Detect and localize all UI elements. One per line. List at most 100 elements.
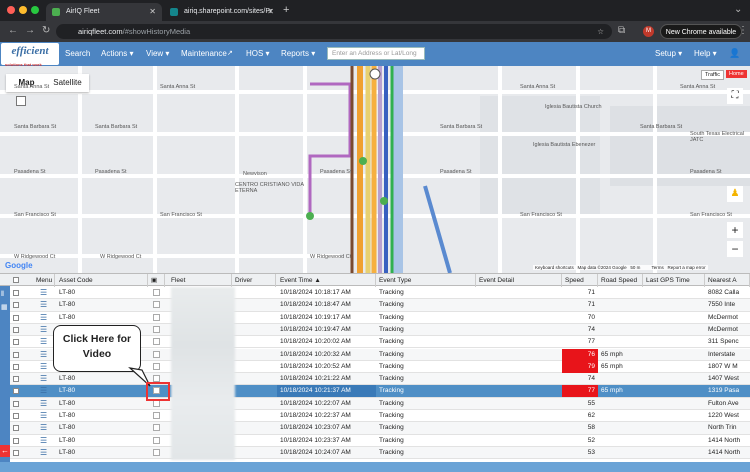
table-row[interactable]: ☰ LT-80 10/18/2024 10:22:37 AM Tracking 62 12… — [10, 410, 750, 423]
col-road-speed[interactable]: Road Speed — [598, 274, 643, 287]
col-event-time[interactable]: Event Time ▲ — [277, 274, 376, 287]
grid-icon[interactable]: ▦ — [1, 304, 8, 311]
menu-actions[interactable]: Actions ▾ — [101, 49, 134, 58]
new-tab-icon[interactable]: + — [283, 4, 290, 16]
video-icon[interactable] — [153, 412, 160, 419]
pegman-icon[interactable]: ♟ — [727, 186, 743, 202]
row-menu-icon[interactable]: ☰ — [40, 361, 48, 371]
close-tab-icon[interactable]: ✕ — [149, 7, 156, 16]
zoom-out-button[interactable]: − — [727, 241, 743, 257]
close-tab-icon[interactable]: ✕ — [267, 7, 274, 16]
select-all-checkbox[interactable] — [13, 277, 19, 283]
video-icon[interactable] — [153, 362, 160, 370]
menu-search[interactable]: Search — [65, 49, 91, 58]
video-icon[interactable] — [153, 338, 160, 346]
tab-search-icon[interactable]: ⌄ — [734, 4, 743, 15]
row-checkbox[interactable] — [13, 413, 19, 419]
table-row[interactable]: ☰ LT-80 10/18/2024 10:23:07 AM Tracking 58 No… — [10, 422, 750, 435]
address-search-input[interactable]: Enter an Address or Lat/Long — [327, 47, 425, 60]
video-icon[interactable] — [153, 325, 160, 333]
tab-airiq-fleet[interactable]: AirIQ Fleet ✕ — [46, 3, 162, 21]
col-menu[interactable]: Menu — [33, 274, 55, 287]
table-row[interactable]: ☰ LT-80 10/18/2024 10:18:17 AM Tracking 71 80… — [10, 287, 750, 300]
close-window-icon[interactable] — [7, 6, 15, 14]
row-menu-icon[interactable]: ☰ — [40, 288, 48, 297]
row-checkbox[interactable] — [13, 302, 19, 309]
columns-icon[interactable]: ⫴ — [1, 291, 4, 298]
bookmark-star-icon[interactable]: ☆ — [597, 27, 604, 36]
menu-hos[interactable]: HOS ▾ — [246, 49, 270, 58]
table-row[interactable]: ☰ LT-80 10/18/2024 10:22:07 AM Tracking 55 Fu… — [10, 397, 750, 410]
row-checkbox[interactable] — [13, 437, 19, 444]
table-row[interactable]: ☰ LT-80 10/18/2024 10:19:17 AM Tracking 70 Mc… — [10, 312, 750, 324]
row-menu-icon[interactable]: ☰ — [40, 337, 48, 347]
video-icon[interactable] — [153, 301, 160, 309]
row-checkbox[interactable] — [13, 400, 19, 407]
col-last-gps-time[interactable]: Last GPS Time — [643, 274, 705, 287]
table-row[interactable]: ☰ LT-80 10/18/2024 10:23:37 AM Tracking 52 14… — [10, 435, 750, 447]
menu-view[interactable]: View ▾ — [146, 49, 170, 58]
table-row[interactable]: ☰ LT-80 10/18/2024 10:24:07 AM Tracking 53 14… — [10, 446, 750, 460]
map-view[interactable]: Map Satellite Santa Anna St Santa Anna St… — [0, 66, 750, 273]
collapse-arrow-icon[interactable]: ← — [0, 445, 10, 457]
row-menu-icon[interactable]: ☰ — [40, 349, 48, 359]
video-icon[interactable] — [153, 375, 160, 383]
col-video[interactable]: ▣ — [148, 274, 165, 287]
video-icon[interactable] — [153, 448, 160, 456]
row-checkbox[interactable] — [13, 449, 19, 456]
extensions-icon[interactable]: ⧉ — [618, 25, 626, 36]
col-event-type[interactable]: Event Type — [376, 274, 476, 287]
new-chrome-available-button[interactable]: New Chrome available — [660, 24, 742, 39]
bottom-scrollbar[interactable] — [0, 462, 750, 472]
row-menu-icon[interactable]: ☰ — [40, 447, 48, 457]
tab-sharepoint[interactable]: airiq.sharepoint.com/sites/Pr ✕ — [164, 3, 280, 21]
menu-maintenance[interactable]: Maintenance — [181, 49, 227, 58]
col-event-detail[interactable]: Event Detail — [476, 274, 562, 287]
row-menu-icon[interactable]: ☰ — [40, 398, 48, 408]
video-icon[interactable] — [153, 436, 160, 444]
row-menu-icon[interactable]: ☰ — [40, 423, 48, 433]
profile-avatar[interactable]: M — [643, 26, 654, 37]
row-checkbox[interactable] — [13, 388, 19, 395]
chrome-menu-icon[interactable]: ⋮ — [738, 25, 748, 36]
video-icon[interactable] — [153, 424, 160, 432]
row-checkbox[interactable] — [13, 326, 19, 333]
row-menu-icon[interactable]: ☰ — [40, 312, 48, 322]
table-row[interactable]: ☰ LT-80 10/18/2024 10:21:22 AM Tracking 74 14… — [10, 373, 750, 386]
video-icon[interactable] — [153, 350, 160, 358]
col-driver[interactable]: Driver — [232, 274, 276, 287]
table-row[interactable]: ☰ LT-80 10/18/2024 10:18:47 AM Tracking 71 75… — [10, 299, 750, 312]
reload-icon[interactable]: ↻ — [42, 25, 51, 36]
row-checkbox[interactable] — [13, 314, 19, 321]
back-icon[interactable]: ← — [8, 25, 18, 36]
row-checkbox[interactable] — [13, 363, 19, 370]
row-menu-icon[interactable]: ☰ — [40, 374, 48, 384]
menu-reports[interactable]: Reports ▾ — [281, 49, 316, 58]
video-icon[interactable] — [153, 289, 160, 296]
col-nearest-address[interactable]: Nearest A — [705, 274, 750, 287]
col-speed[interactable]: Speed — [562, 274, 598, 287]
row-menu-icon[interactable]: ☰ — [40, 411, 48, 420]
row-checkbox[interactable] — [13, 351, 19, 358]
row-checkbox[interactable] — [13, 376, 19, 383]
address-bar[interactable]: airiqfleet.com/#showHistoryMedia ☆ — [56, 24, 612, 39]
row-menu-icon[interactable]: ☰ — [40, 324, 48, 334]
maximize-window-icon[interactable] — [31, 6, 39, 14]
row-menu-icon[interactable]: ☰ — [40, 386, 48, 396]
menu-setup[interactable]: Setup ▾ — [655, 49, 683, 58]
video-icon[interactable] — [153, 387, 160, 395]
traffic-button[interactable]: Traffic — [701, 70, 724, 80]
user-icon[interactable]: 👤 — [729, 48, 741, 58]
menu-help[interactable]: Help ▾ — [694, 49, 717, 58]
forward-icon[interactable]: → — [25, 25, 35, 36]
col-asset-code[interactable]: Asset Code — [56, 274, 148, 287]
zoom-in-button[interactable]: + — [727, 222, 743, 238]
map-button[interactable]: Map — [18, 78, 35, 87]
satellite-button[interactable]: Satellite — [53, 78, 82, 87]
row-checkbox[interactable] — [13, 290, 19, 296]
col-fleet[interactable]: Fleet — [168, 274, 232, 287]
row-checkbox[interactable] — [13, 425, 19, 432]
row-menu-icon[interactable]: ☰ — [40, 435, 48, 445]
minimize-window-icon[interactable] — [19, 6, 27, 14]
